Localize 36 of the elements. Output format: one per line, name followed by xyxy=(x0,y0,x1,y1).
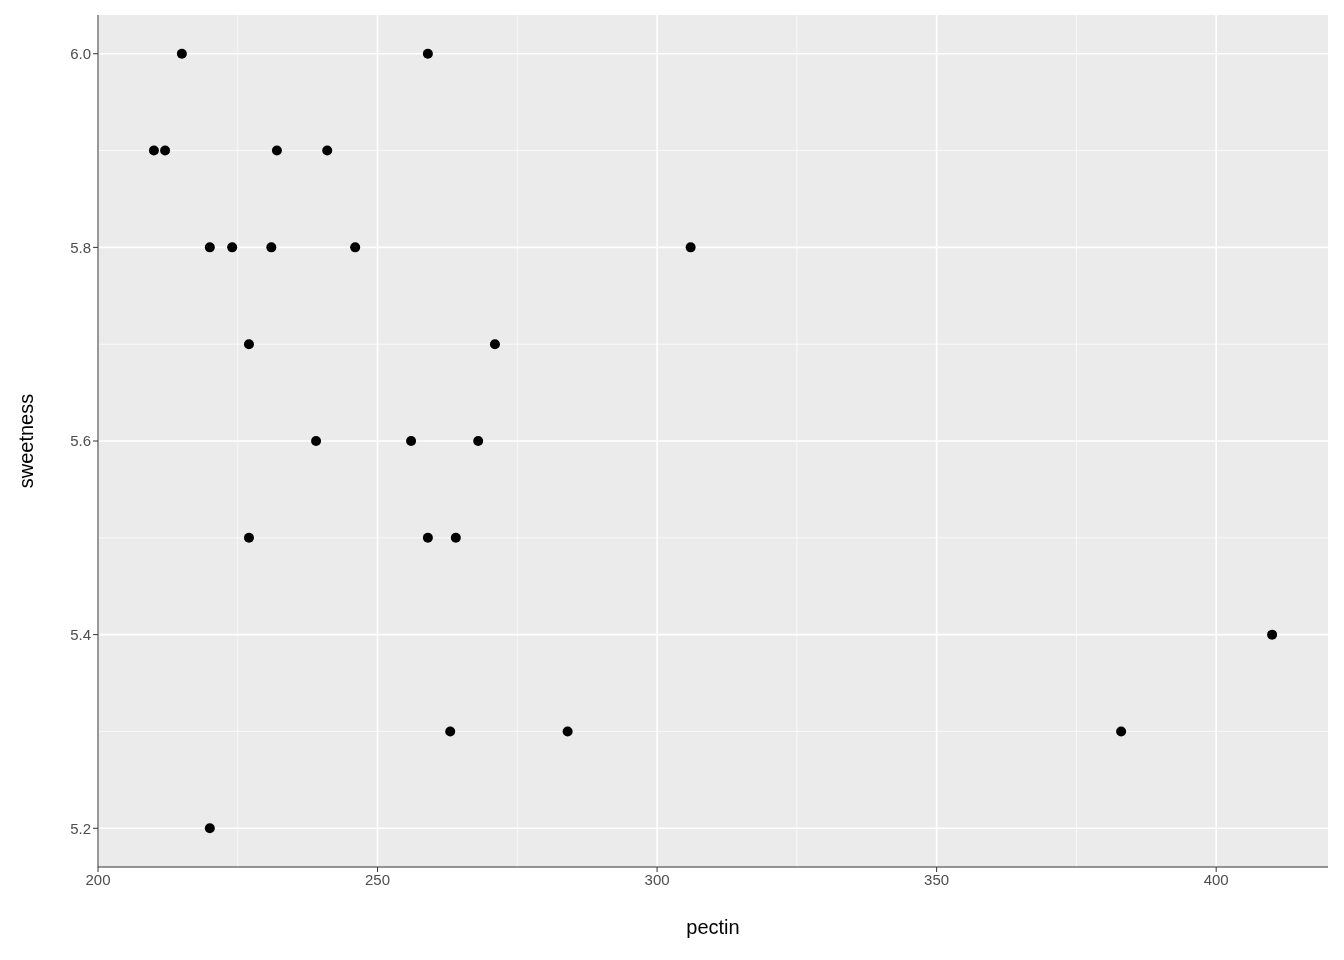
x-tick-label: 350 xyxy=(924,870,950,888)
y-tick-label: 5.8 xyxy=(70,238,91,256)
point xyxy=(445,726,456,737)
x-axis-title: pectin xyxy=(686,916,740,938)
point xyxy=(176,48,187,59)
point xyxy=(1116,726,1127,737)
point xyxy=(422,532,433,543)
x-tick-label: 400 xyxy=(1203,870,1229,888)
point xyxy=(406,436,417,446)
point xyxy=(685,242,696,253)
point xyxy=(422,48,433,59)
point xyxy=(473,436,484,446)
x-tick-label: 250 xyxy=(365,870,391,888)
point xyxy=(204,823,215,834)
y-axis-title: sweetness xyxy=(15,393,38,489)
point xyxy=(160,145,171,156)
x-tick-label: 200 xyxy=(85,870,111,888)
point xyxy=(243,339,254,350)
point xyxy=(322,145,333,156)
point xyxy=(266,242,277,253)
point xyxy=(311,436,322,446)
point xyxy=(243,532,254,543)
x-tick-label: 300 xyxy=(644,870,670,888)
point xyxy=(271,145,282,156)
point xyxy=(489,339,500,350)
point xyxy=(450,532,461,543)
point xyxy=(350,242,361,253)
point xyxy=(204,242,215,253)
point xyxy=(562,726,573,737)
y-tick-label: 6.0 xyxy=(70,45,91,63)
point xyxy=(227,242,238,253)
y-tick-label: 5.4 xyxy=(70,625,91,643)
point xyxy=(148,145,159,156)
point xyxy=(1267,629,1278,640)
y-tick-label: 5.2 xyxy=(70,819,91,837)
y-tick-label: 5.6 xyxy=(70,432,91,450)
